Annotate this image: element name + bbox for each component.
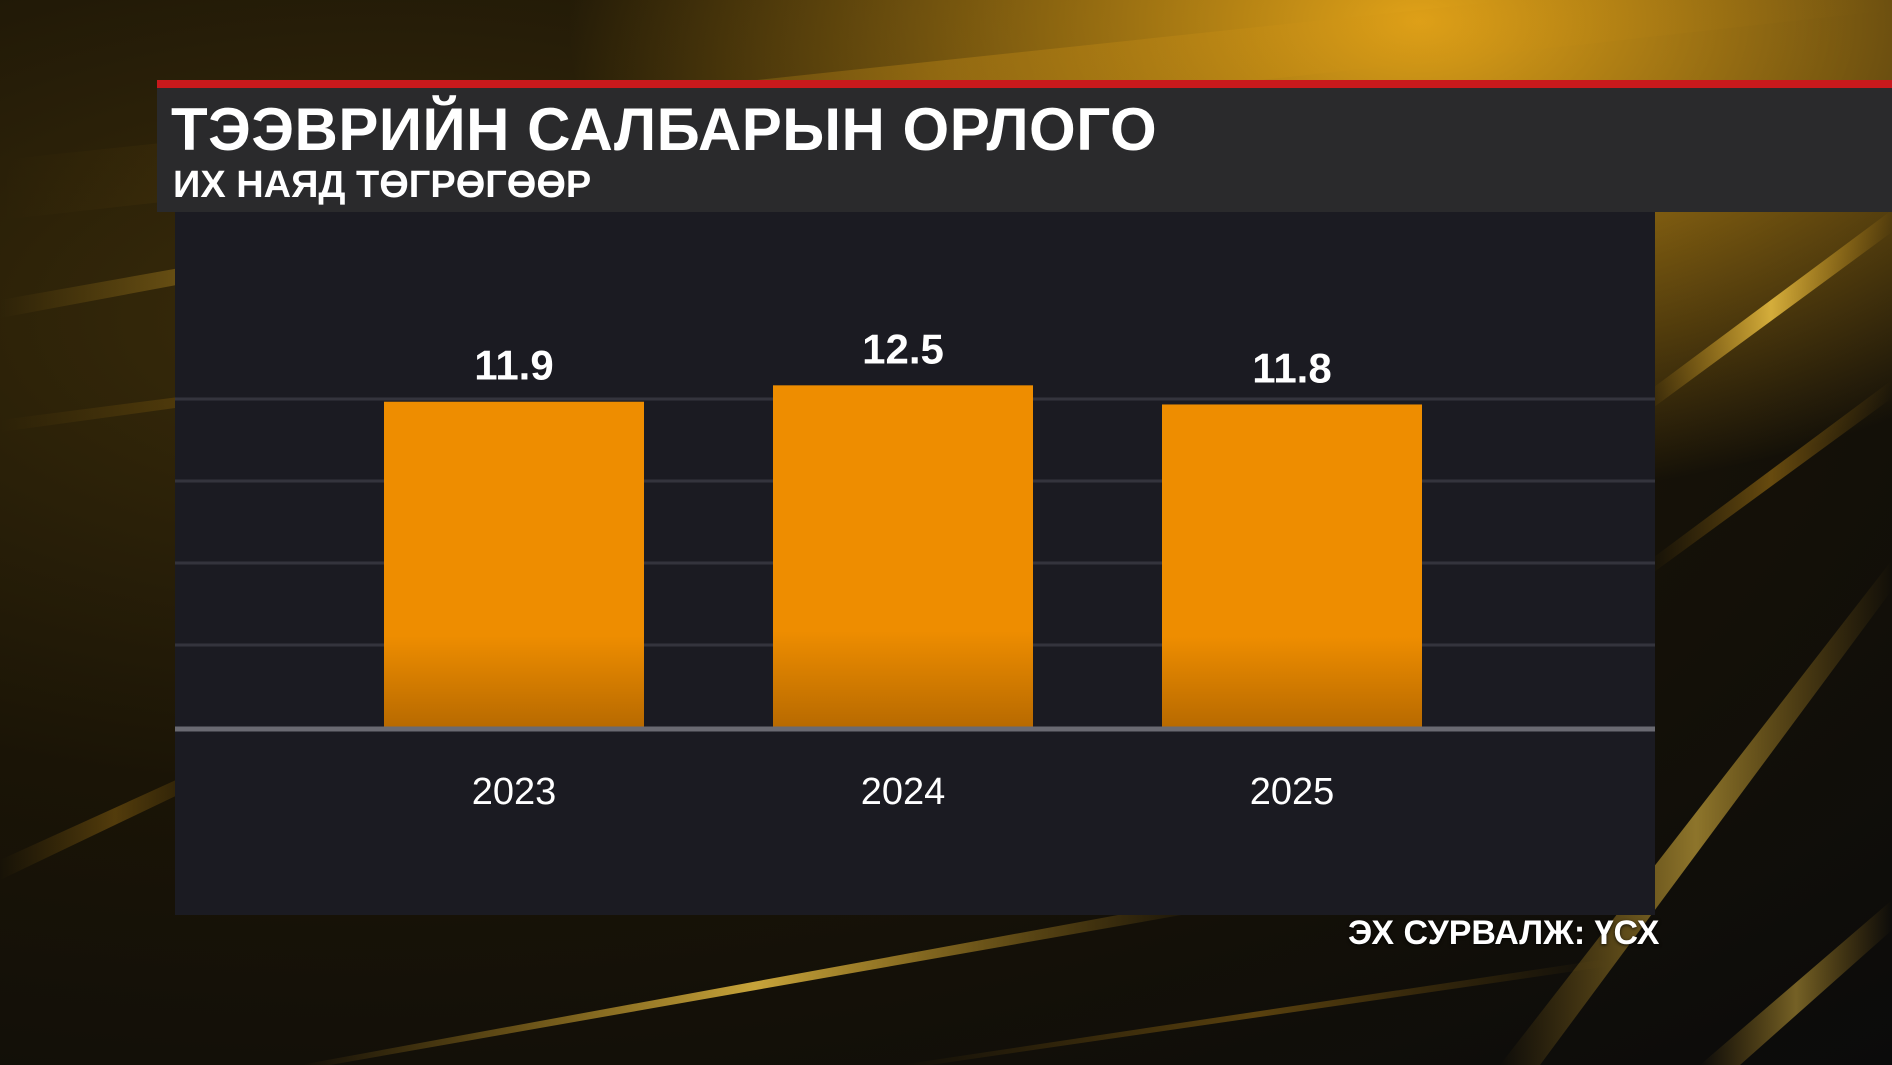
chart-title: ТЭЭВРИЙН САЛБАРЫН ОРЛОГО — [171, 96, 1158, 163]
data-label-2024: 12.5 — [862, 325, 944, 372]
chart-subtitle: ИХ НАЯД ТӨГРӨГӨӨР — [173, 164, 592, 206]
chart-header: ТЭЭВРИЙН САЛБАРЫН ОРЛОГО ИХ НАЯД ТӨГРӨГӨ… — [157, 80, 1892, 212]
x-tick-label-2025: 2025 — [1250, 771, 1335, 813]
bar-2023 — [384, 401, 644, 727]
chart-panel: 11.9 12.5 11.8 2023 2024 2025 — [175, 212, 1655, 915]
bar-2024 — [773, 385, 1033, 727]
x-tick-label-2024: 2024 — [861, 771, 946, 813]
source-note: ЭХ СУРВАЛЖ: ҮСХ — [1348, 914, 1660, 952]
x-tick-label-2023: 2023 — [472, 771, 557, 813]
data-label-2023: 11.9 — [474, 342, 553, 389]
data-label-2025: 11.8 — [1252, 344, 1331, 391]
bar-chart: 11.9 12.5 11.8 2023 2024 2025 — [175, 325, 1655, 813]
bar-2025 — [1162, 404, 1422, 727]
